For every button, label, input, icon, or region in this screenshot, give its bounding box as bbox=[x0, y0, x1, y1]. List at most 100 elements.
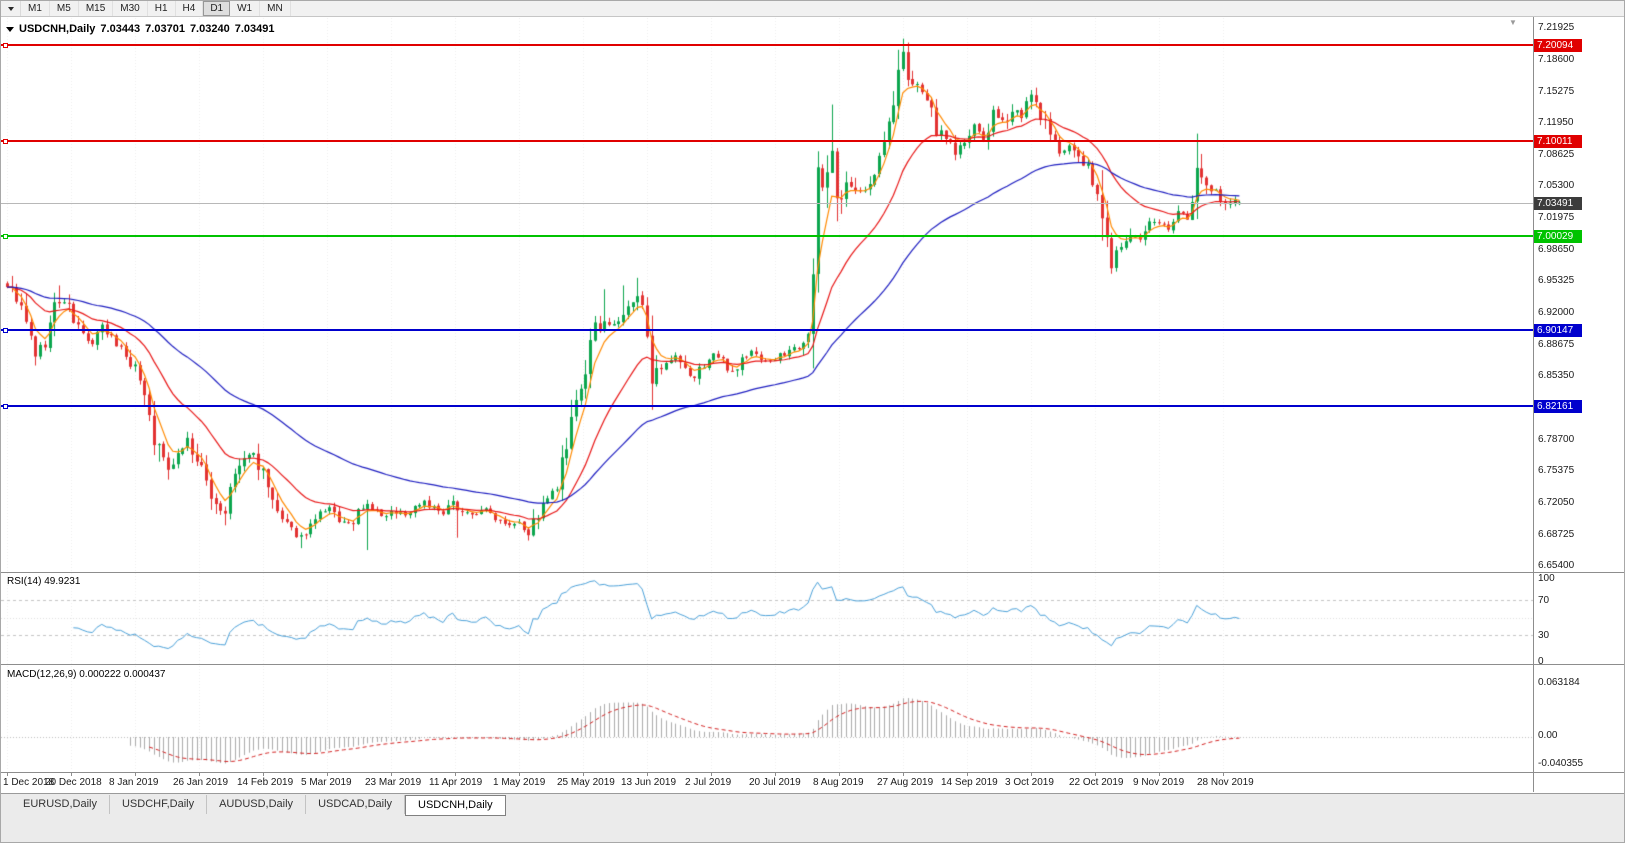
hline-resistance-upper[interactable] bbox=[1, 43, 1533, 46]
price-axis-label: 7.05300 bbox=[1538, 180, 1575, 192]
chart-title: USDCNH,Daily 7.03443 7.03701 7.03240 7.0… bbox=[6, 23, 274, 35]
hline-support-mid[interactable] bbox=[1, 328, 1533, 331]
date-axis-label: 22 Oct 2019 bbox=[1069, 777, 1124, 788]
price-tag-support-psychological: 7.00029 bbox=[1534, 229, 1582, 243]
date-tick bbox=[71, 773, 72, 776]
hline-handle[interactable] bbox=[3, 42, 8, 48]
date-axis-label: 5 Mar 2019 bbox=[301, 777, 352, 788]
date-axis-label: 20 Jul 2019 bbox=[749, 777, 801, 788]
date-axis-label: 25 May 2019 bbox=[557, 777, 615, 788]
date-axis-label: 9 Nov 2019 bbox=[1133, 777, 1185, 788]
price-axis-label: 7.11950 bbox=[1538, 117, 1574, 129]
current-price-tag: 7.03491 bbox=[1534, 196, 1582, 210]
price-axis-label: 6.85350 bbox=[1538, 370, 1575, 382]
price-tag-resistance-lower: 7.10011 bbox=[1534, 134, 1582, 148]
price-axis-label: 6.95325 bbox=[1538, 275, 1575, 287]
date-tick bbox=[263, 773, 264, 776]
date-axis-label: 26 Jan 2019 bbox=[173, 777, 229, 788]
macd-dateaxis-separator bbox=[1, 772, 1624, 773]
hline-resistance-lower[interactable] bbox=[1, 139, 1533, 142]
hline-handle[interactable] bbox=[3, 138, 8, 144]
date-axis-label: 2 Jul 2019 bbox=[685, 777, 732, 788]
date-axis-label: 27 Aug 2019 bbox=[877, 777, 934, 788]
date-axis-label: 20 Dec 2018 bbox=[45, 777, 102, 788]
price-axis-label: 6.65400 bbox=[1538, 560, 1575, 572]
date-axis-label: 8 Aug 2019 bbox=[813, 777, 864, 788]
rsi-level-label: 30 bbox=[1538, 629, 1550, 641]
chart-tab-eurusd[interactable]: EURUSD,Daily bbox=[11, 795, 110, 814]
date-tick bbox=[839, 773, 840, 776]
date-axis-label: 3 Oct 2019 bbox=[1005, 777, 1054, 788]
price-axis-label: 6.72050 bbox=[1538, 496, 1575, 508]
chart-tab-usdcad[interactable]: USDCAD,Daily bbox=[306, 795, 406, 814]
date-tick bbox=[583, 773, 584, 776]
chart-tab-usdchf[interactable]: USDCHF,Daily bbox=[110, 795, 208, 814]
ohlc-high: 7.03701 bbox=[145, 23, 185, 35]
ohlc-low: 7.03240 bbox=[189, 23, 230, 35]
price-axis-label: 6.68725 bbox=[1538, 528, 1575, 540]
rsi-level-label: 0 bbox=[1538, 656, 1544, 667]
date-tick bbox=[775, 773, 776, 776]
rsi-indicator-label: RSI(14) 49.9231 bbox=[7, 576, 81, 587]
ohlc-close: 7.03491 bbox=[234, 23, 275, 35]
date-axis-label: 8 Jan 2019 bbox=[109, 777, 159, 788]
hline-support-lower[interactable] bbox=[1, 404, 1533, 407]
price-axis-label: 7.18600 bbox=[1538, 53, 1575, 65]
macd-zero-label: 0.00 bbox=[1538, 730, 1558, 741]
date-tick bbox=[455, 773, 456, 776]
rsi-level-label: 100 bbox=[1538, 573, 1555, 584]
price-axis-label: 6.88675 bbox=[1538, 338, 1575, 350]
date-tick bbox=[7, 773, 8, 776]
collapse-arrow-icon[interactable] bbox=[6, 26, 14, 32]
hline-handle[interactable] bbox=[3, 403, 8, 409]
date-tick bbox=[199, 773, 200, 776]
date-tick bbox=[1031, 773, 1032, 776]
date-tick bbox=[135, 773, 136, 776]
chart-tab-audusd[interactable]: AUDUSD,Daily bbox=[207, 795, 307, 814]
chart-plot-canvas[interactable] bbox=[1, 1, 1533, 793]
price-axis-label: 6.98650 bbox=[1538, 243, 1575, 255]
date-tick bbox=[1159, 773, 1160, 776]
date-axis-label: 28 Nov 2019 bbox=[1197, 777, 1254, 788]
date-tick bbox=[391, 773, 392, 776]
current-price-line bbox=[1, 203, 1533, 204]
rsi-macd-separator[interactable] bbox=[1, 664, 1624, 665]
date-tick bbox=[647, 773, 648, 776]
date-tick bbox=[967, 773, 968, 776]
chart-tabs-bar: EURUSD,Daily USDCHF,Daily AUDUSD,Daily USDC… bbox=[1, 793, 1624, 842]
chart-symbol-period: USDCNH,Daily bbox=[19, 23, 96, 35]
date-axis-label: 1 Dec 2018 bbox=[3, 777, 55, 788]
chart-shift-icon[interactable]: ▼ bbox=[1509, 18, 1517, 27]
date-axis-label: 1 May 2019 bbox=[493, 777, 546, 788]
chart-tabs: EURUSD,Daily USDCHF,Daily AUDUSD,Daily USDC… bbox=[1, 794, 1624, 816]
ohlc-open: 7.03443 bbox=[100, 23, 141, 35]
date-axis-label: 14 Feb 2019 bbox=[237, 777, 294, 788]
date-axis[interactable]: 1 Dec 2018 20 Dec 2018 8 Jan 2019 26 Jan 20… bbox=[1, 773, 1533, 792]
price-axis-label: 6.92000 bbox=[1538, 307, 1575, 319]
price-axis-separator bbox=[1533, 17, 1534, 792]
hline-handle[interactable] bbox=[3, 327, 8, 333]
macd-min-label: -0.040355 bbox=[1538, 758, 1584, 769]
macd-indicator-label: MACD(12,26,9) 0.000222 0.000437 bbox=[7, 669, 166, 680]
date-tick bbox=[519, 773, 520, 776]
price-axis-label: 7.01975 bbox=[1538, 212, 1575, 224]
date-tick bbox=[1223, 773, 1224, 776]
hline-support-psychological[interactable] bbox=[1, 234, 1533, 237]
price-axis-label: 7.21925 bbox=[1538, 22, 1575, 34]
macd-max-label: 0.063184 bbox=[1538, 677, 1580, 688]
date-tick bbox=[327, 773, 328, 776]
date-axis-label: 13 Jun 2019 bbox=[621, 777, 677, 788]
price-tag-support-lower: 6.82161 bbox=[1534, 399, 1582, 413]
date-axis-label: 14 Sep 2019 bbox=[941, 777, 998, 788]
price-axis-label: 7.15275 bbox=[1538, 85, 1575, 97]
price-axis[interactable]: 7.21925 7.18600 7.15275 7.11950 7.08625 7.053… bbox=[1534, 1, 1624, 793]
date-tick bbox=[711, 773, 712, 776]
price-axis-label: 7.08625 bbox=[1538, 148, 1575, 160]
price-rsi-separator[interactable] bbox=[1, 572, 1624, 573]
hline-handle[interactable] bbox=[3, 233, 8, 239]
price-axis-label: 6.78700 bbox=[1538, 433, 1575, 445]
chart-tab-usdcnh[interactable]: USDCNH,Daily bbox=[405, 795, 506, 816]
price-axis-label: 6.75375 bbox=[1538, 465, 1575, 477]
date-axis-label: 23 Mar 2019 bbox=[365, 777, 422, 788]
